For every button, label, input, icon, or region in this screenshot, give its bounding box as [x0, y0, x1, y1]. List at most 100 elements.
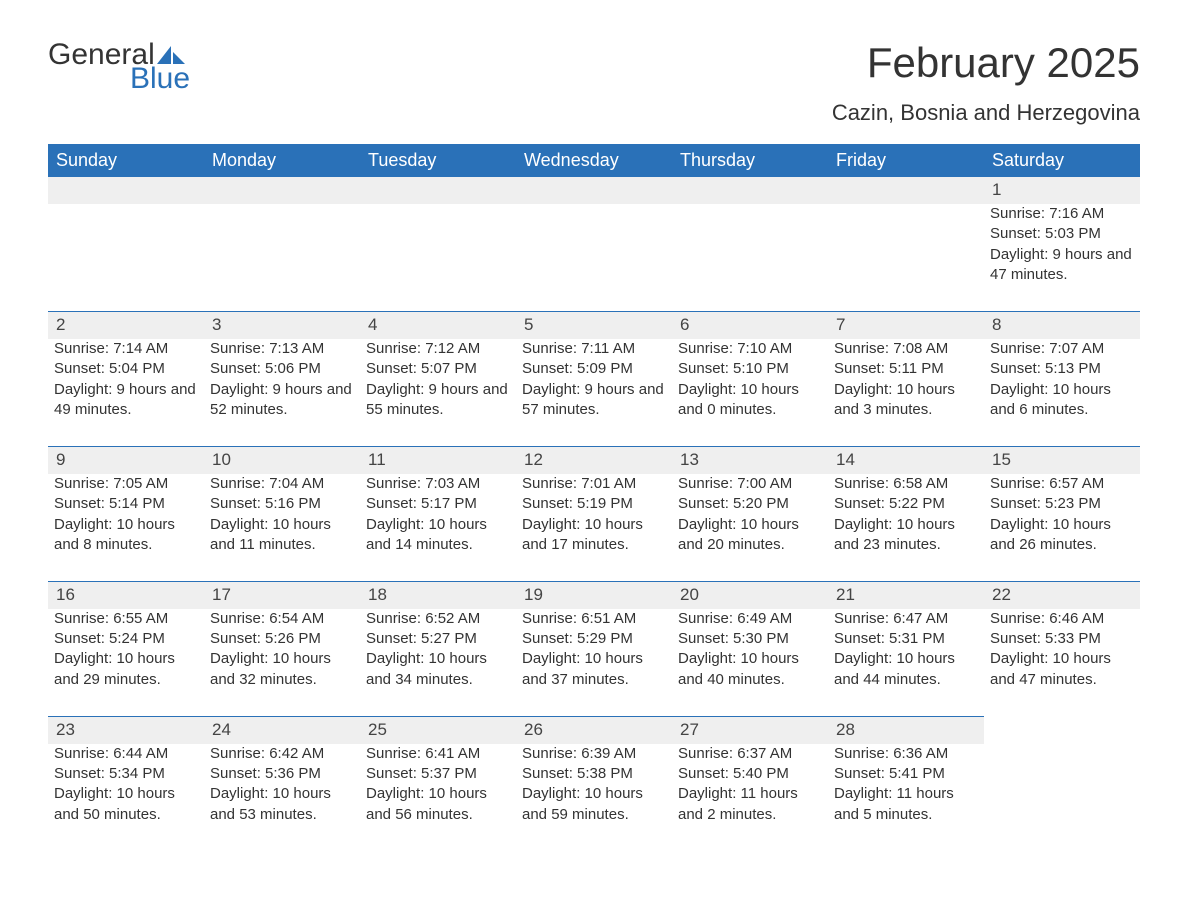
day-detail-row: Sunrise: 7:14 AMSunset: 5:04 PMDaylight:… [48, 339, 1140, 447]
sunset-text: Sunset: 5:14 PM [54, 494, 198, 514]
day-number-cell: 23 [48, 716, 204, 743]
day-detail-cell: Sunrise: 7:08 AMSunset: 5:11 PMDaylight:… [828, 339, 984, 447]
sunrise-text: Sunrise: 7:11 AM [522, 339, 666, 359]
daylight-text: Daylight: 10 hours and 11 minutes. [210, 515, 354, 556]
day-number-cell: 15 [984, 447, 1140, 474]
day-detail-cell: Sunrise: 6:37 AMSunset: 5:40 PMDaylight:… [672, 744, 828, 851]
day-number-row: 9101112131415 [48, 447, 1140, 474]
day-detail-cell: Sunrise: 6:57 AMSunset: 5:23 PMDaylight:… [984, 474, 1140, 582]
sunset-text: Sunset: 5:11 PM [834, 359, 978, 379]
day-number-cell: 6 [672, 312, 828, 339]
weekday-header-row: SundayMondayTuesdayWednesdayThursdayFrid… [48, 144, 1140, 177]
day-number-cell [360, 177, 516, 204]
daylight-text: Daylight: 10 hours and 29 minutes. [54, 649, 198, 690]
sunset-text: Sunset: 5:41 PM [834, 764, 978, 784]
day-number-cell [984, 716, 1140, 743]
sunrise-text: Sunrise: 6:46 AM [990, 609, 1134, 629]
day-detail-cell: Sunrise: 6:42 AMSunset: 5:36 PMDaylight:… [204, 744, 360, 851]
daylight-text: Daylight: 10 hours and 3 minutes. [834, 380, 978, 421]
day-detail-cell [984, 744, 1140, 851]
month-title: February 2025 [832, 40, 1140, 86]
daylight-text: Daylight: 10 hours and 34 minutes. [366, 649, 510, 690]
sunrise-text: Sunrise: 6:47 AM [834, 609, 978, 629]
daylight-text: Daylight: 10 hours and 14 minutes. [366, 515, 510, 556]
day-number-cell: 19 [516, 582, 672, 609]
daylight-text: Daylight: 10 hours and 50 minutes. [54, 784, 198, 825]
sunset-text: Sunset: 5:37 PM [366, 764, 510, 784]
day-number-cell: 7 [828, 312, 984, 339]
day-detail-row: Sunrise: 6:55 AMSunset: 5:24 PMDaylight:… [48, 609, 1140, 717]
sunrise-text: Sunrise: 6:54 AM [210, 609, 354, 629]
sunrise-text: Sunrise: 7:16 AM [990, 204, 1134, 224]
day-number-cell: 9 [48, 447, 204, 474]
day-detail-cell [828, 204, 984, 312]
day-number-cell: 16 [48, 582, 204, 609]
weekday-header: Friday [828, 144, 984, 177]
daylight-text: Daylight: 10 hours and 8 minutes. [54, 515, 198, 556]
day-detail-cell: Sunrise: 6:39 AMSunset: 5:38 PMDaylight:… [516, 744, 672, 851]
day-detail-cell: Sunrise: 7:00 AMSunset: 5:20 PMDaylight:… [672, 474, 828, 582]
day-number-cell: 22 [984, 582, 1140, 609]
day-detail-cell: Sunrise: 6:55 AMSunset: 5:24 PMDaylight:… [48, 609, 204, 717]
day-detail-row: Sunrise: 7:05 AMSunset: 5:14 PMDaylight:… [48, 474, 1140, 582]
daylight-text: Daylight: 10 hours and 0 minutes. [678, 380, 822, 421]
day-detail-cell: Sunrise: 6:36 AMSunset: 5:41 PMDaylight:… [828, 744, 984, 851]
day-number-cell: 11 [360, 447, 516, 474]
day-number-cell: 24 [204, 716, 360, 743]
sunset-text: Sunset: 5:38 PM [522, 764, 666, 784]
daylight-text: Daylight: 10 hours and 56 minutes. [366, 784, 510, 825]
sunset-text: Sunset: 5:30 PM [678, 629, 822, 649]
day-number-cell [516, 177, 672, 204]
day-detail-cell: Sunrise: 7:05 AMSunset: 5:14 PMDaylight:… [48, 474, 204, 582]
day-number-cell [672, 177, 828, 204]
daylight-text: Daylight: 10 hours and 59 minutes. [522, 784, 666, 825]
sunset-text: Sunset: 5:20 PM [678, 494, 822, 514]
sunset-text: Sunset: 5:31 PM [834, 629, 978, 649]
day-number-cell: 1 [984, 177, 1140, 204]
day-number-cell: 17 [204, 582, 360, 609]
sunset-text: Sunset: 5:07 PM [366, 359, 510, 379]
day-number-cell: 5 [516, 312, 672, 339]
daylight-text: Daylight: 10 hours and 40 minutes. [678, 649, 822, 690]
sunset-text: Sunset: 5:29 PM [522, 629, 666, 649]
day-number-cell: 21 [828, 582, 984, 609]
day-number-cell: 3 [204, 312, 360, 339]
day-detail-cell: Sunrise: 7:16 AMSunset: 5:03 PMDaylight:… [984, 204, 1140, 312]
daylight-text: Daylight: 9 hours and 52 minutes. [210, 380, 354, 421]
day-detail-cell [672, 204, 828, 312]
day-number-cell: 12 [516, 447, 672, 474]
day-number-cell: 8 [984, 312, 1140, 339]
daylight-text: Daylight: 10 hours and 26 minutes. [990, 515, 1134, 556]
day-number-cell: 2 [48, 312, 204, 339]
sunset-text: Sunset: 5:33 PM [990, 629, 1134, 649]
day-number-cell: 26 [516, 716, 672, 743]
weekday-header: Wednesday [516, 144, 672, 177]
calendar-table: SundayMondayTuesdayWednesdayThursdayFrid… [48, 144, 1140, 851]
sunset-text: Sunset: 5:13 PM [990, 359, 1134, 379]
daylight-text: Daylight: 9 hours and 57 minutes. [522, 380, 666, 421]
sunset-text: Sunset: 5:27 PM [366, 629, 510, 649]
day-number-cell [828, 177, 984, 204]
sunrise-text: Sunrise: 7:04 AM [210, 474, 354, 494]
day-number-cell: 20 [672, 582, 828, 609]
sunset-text: Sunset: 5:22 PM [834, 494, 978, 514]
day-detail-cell: Sunrise: 6:54 AMSunset: 5:26 PMDaylight:… [204, 609, 360, 717]
daylight-text: Daylight: 9 hours and 47 minutes. [990, 245, 1134, 286]
day-detail-cell: Sunrise: 7:14 AMSunset: 5:04 PMDaylight:… [48, 339, 204, 447]
sunrise-text: Sunrise: 6:52 AM [366, 609, 510, 629]
day-number-cell [48, 177, 204, 204]
sunset-text: Sunset: 5:16 PM [210, 494, 354, 514]
daylight-text: Daylight: 11 hours and 2 minutes. [678, 784, 822, 825]
sunrise-text: Sunrise: 6:57 AM [990, 474, 1134, 494]
day-detail-cell: Sunrise: 7:01 AMSunset: 5:19 PMDaylight:… [516, 474, 672, 582]
day-detail-cell: Sunrise: 6:44 AMSunset: 5:34 PMDaylight:… [48, 744, 204, 851]
sunrise-text: Sunrise: 6:58 AM [834, 474, 978, 494]
sunrise-text: Sunrise: 6:55 AM [54, 609, 198, 629]
sunset-text: Sunset: 5:04 PM [54, 359, 198, 379]
day-detail-cell: Sunrise: 7:04 AMSunset: 5:16 PMDaylight:… [204, 474, 360, 582]
daylight-text: Daylight: 10 hours and 37 minutes. [522, 649, 666, 690]
day-number-cell: 18 [360, 582, 516, 609]
sunset-text: Sunset: 5:36 PM [210, 764, 354, 784]
sunrise-text: Sunrise: 7:07 AM [990, 339, 1134, 359]
sunset-text: Sunset: 5:24 PM [54, 629, 198, 649]
